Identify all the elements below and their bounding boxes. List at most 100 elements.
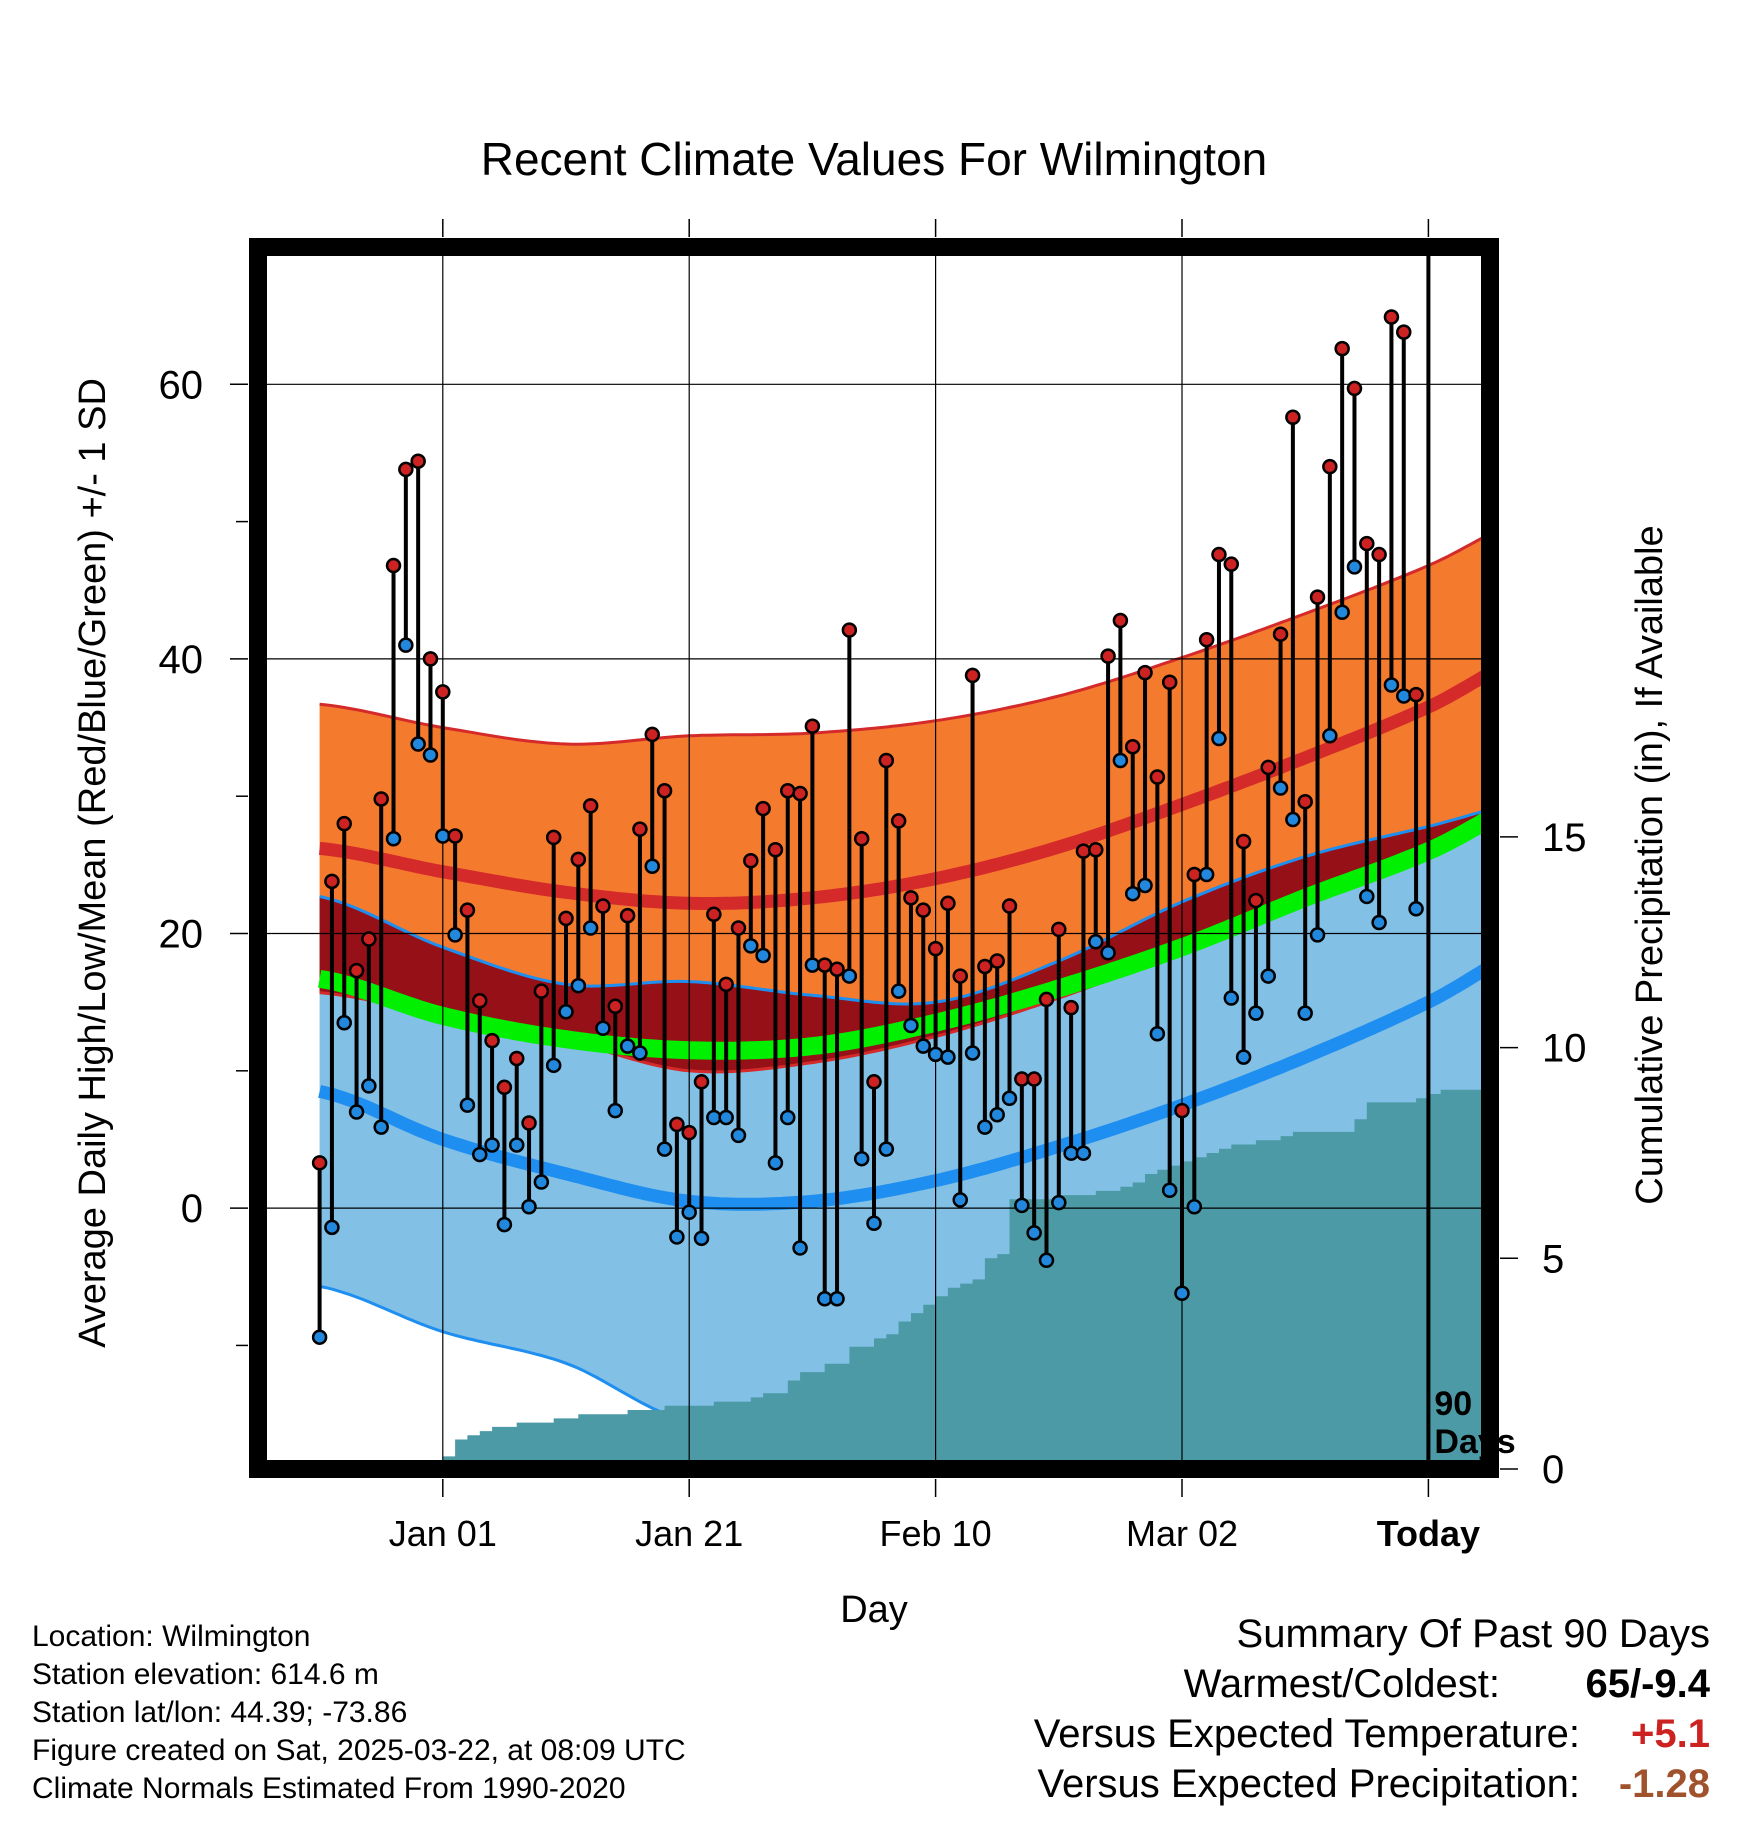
low-temp-point [311,1329,328,1345]
high-temp-point [1038,991,1055,1008]
high-temp-point [1383,309,1400,325]
y-tick-label: 40 [159,638,204,682]
high-temp-point [829,961,845,977]
x-tick-label: Mar 02 [1126,1513,1238,1554]
high-temp-point [632,821,648,837]
high-temp-point [693,1074,710,1090]
summary-heading: Summary Of Past 90 Days [1236,1612,1710,1656]
high-temp-point [435,684,451,700]
plot-frame [249,238,1499,1478]
high-temp-point [927,940,944,957]
high-temp-point [792,785,808,802]
high-temp-point [324,873,340,890]
y-tick-label: 60 [159,363,204,407]
low-temp-point [693,1230,710,1247]
y2-tick-label: 10 [1542,1027,1587,1071]
low-temp-point [841,968,858,984]
x-tick-label: Jan 01 [389,1513,497,1554]
high-temp-point [1408,686,1424,703]
low-temp-point [767,1155,784,1171]
high-temp-point [311,1155,328,1171]
high-temp-point [915,902,932,918]
high-temp-point [472,993,488,1009]
low-temp-point [1088,934,1104,950]
high-temp-point [718,976,734,993]
low-temp-point [582,920,599,936]
high-temp-point [1026,1071,1042,1087]
high-temp-point [1100,648,1116,664]
low-temp-point [1408,901,1424,917]
high-temp-point [545,829,562,846]
high-temp-point [1186,866,1203,883]
high-temp-point [373,791,389,807]
low-temp-point [989,1107,1005,1123]
cumulative-precipitation-area [319,1089,1490,1469]
low-temp-point [730,1127,747,1144]
axes: Jan 01 Jan 21 Feb 10 Mar 02 Today 0 20 40 60 0 5 10… [159,219,1587,1554]
high-temp-point [989,953,1005,969]
low-temp-point [1223,990,1240,1006]
high-temp-point [1174,1102,1190,1119]
high-temp-point [1198,631,1215,648]
high-temp-point [890,813,907,829]
low-temp-point [533,1174,550,1190]
low-temp-point [866,1215,882,1231]
low-temp-point [1396,688,1412,704]
low-temp-point [459,1097,476,1113]
high-temp-point [866,1074,882,1090]
warmest-value: 65/-9.4 [1585,1662,1710,1706]
low-temp-point [545,1057,562,1074]
low-temp-point [607,1102,624,1119]
high-temp-point [422,651,439,667]
high-temp-point [755,800,771,817]
low-temp-point [1100,944,1116,961]
low-temp-point [853,1150,870,1167]
low-temp-point [508,1137,525,1153]
low-temp-point [681,1204,697,1220]
low-temp-point [410,736,426,752]
high-temp-point [619,907,636,924]
high-temp-point [1346,380,1363,397]
low-temp-point [484,1137,500,1153]
high-temp-point [607,998,624,1015]
low-temp-point [1161,1182,1178,1199]
low-temp-point [398,637,414,653]
high-temp-point [1272,626,1289,642]
low-temp-point [656,1141,673,1157]
low-temp-point [1272,780,1289,796]
summary-panel: Summary Of Past 90 Days Warmest/Coldest:… [810,1612,1710,1812]
low-temp-point [558,1004,574,1020]
high-temp-point [706,906,722,923]
low-temp-point [1051,1194,1067,1211]
low-temp-point [385,831,402,847]
low-temp-point [1124,885,1141,902]
low-temp-point [1297,1005,1313,1021]
low-temp-point [1371,914,1387,931]
chart-title: Recent Climate Values For Wilmington [481,133,1268,185]
temp-value: +5.1 [1631,1712,1710,1756]
low-temp-point [1322,728,1338,744]
low-temp-point [1248,1005,1264,1021]
high-temp-point [1063,999,1079,1016]
low-temp-point [1186,1199,1203,1215]
elevation-text: Station elevation: 614.6 m [32,1658,379,1691]
low-temp-point [903,1017,919,1034]
low-temp-point [348,1104,365,1120]
low-temp-point [669,1229,685,1245]
high-temp-point [681,1124,697,1141]
y2-tick-label: 15 [1542,816,1587,860]
x-tick-label: Today [1377,1513,1480,1554]
high-temp-point [656,782,673,799]
high-temp-point [780,782,796,799]
high-temp-point [816,957,833,973]
high-temp-point [1223,556,1240,572]
high-temp-point [1112,612,1129,629]
precip-value: -1.28 [1618,1762,1710,1806]
y2-axis-label: Cumulative Precipitation (in), If Availa… [1629,525,1671,1204]
low-temp-point [1063,1145,1079,1161]
station-info: Location: Wilmington Station elevation: … [32,1618,686,1808]
high-temp-point [804,718,821,734]
high-temp-point [977,958,993,975]
high-temp-point [336,815,352,832]
normals-text: Climate Normals Estimated From 1990-2020 [32,1772,626,1805]
